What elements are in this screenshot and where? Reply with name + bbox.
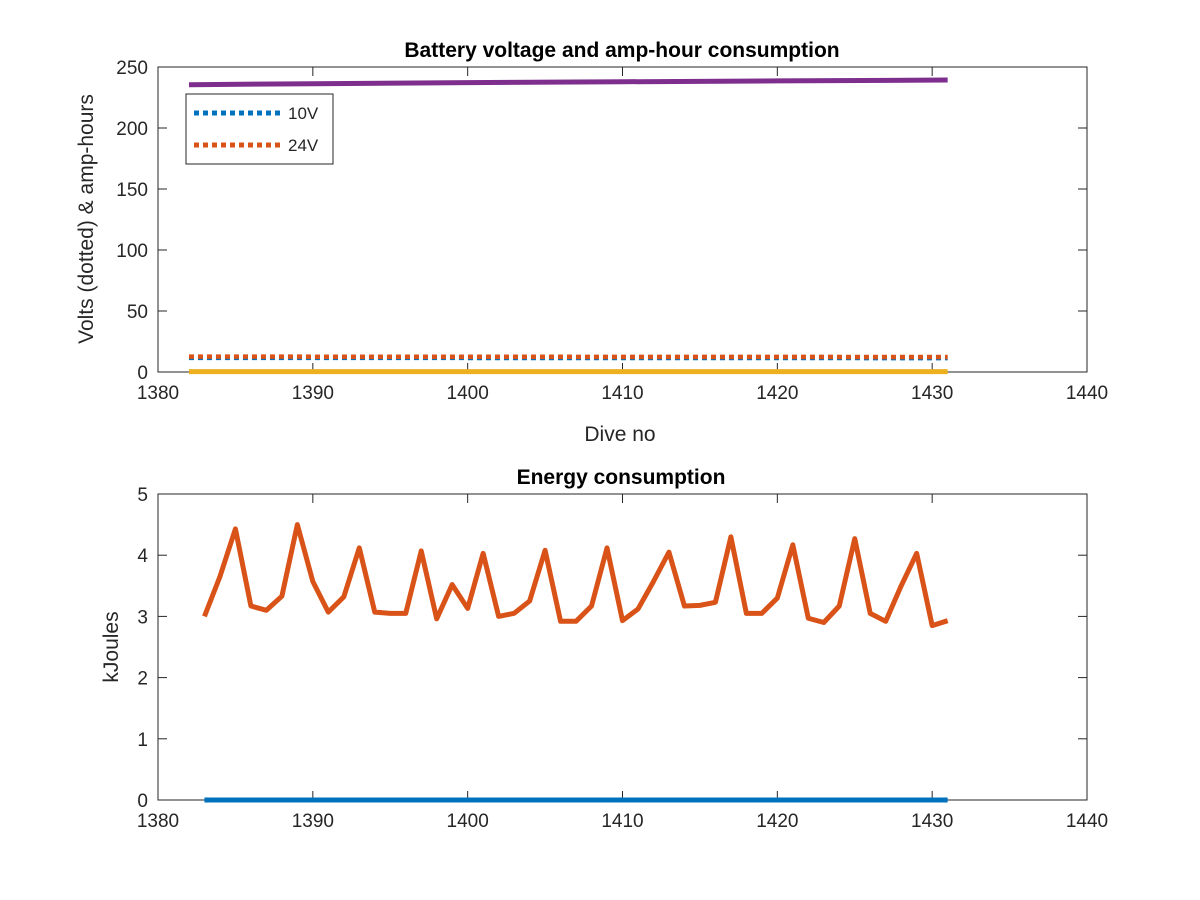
top-y-tick-label: 50 xyxy=(127,302,148,323)
top-y-axis-label: Volts (dotted) & amp-hours xyxy=(75,94,98,344)
bottom-plot-title: Energy consumption xyxy=(517,466,726,489)
legend-label-24v: 24V xyxy=(288,136,319,155)
top-ticks: 1380 1390 1400 1410 1420 1430 1440 0 50 100 150 200… xyxy=(116,58,1108,404)
top-axes: 1380 1390 1400 1410 1420 1430 1440 0 50 100 150 200… xyxy=(75,39,1108,446)
top-x-tick-label: 1430 xyxy=(911,383,953,404)
bottom-y-tick-label: 0 xyxy=(137,791,148,812)
bottom-y-tick-label: 1 xyxy=(137,730,148,751)
bottom-y-tick-label: 4 xyxy=(137,546,148,567)
top-x-tick-label: 1390 xyxy=(292,383,334,404)
bottom-y-tick-label: 3 xyxy=(137,607,148,628)
legend: 10V 24V xyxy=(185,93,334,165)
bottom-axes-box xyxy=(157,493,1088,801)
bottom-ticks: 1380 1390 1400 1410 1420 1430 1440 0 1 2 3 4 5 xyxy=(137,485,1108,832)
top-y-tick-label: 100 xyxy=(116,241,148,262)
bottom-y-tick-label: 5 xyxy=(137,485,148,506)
top-y-tick-label: 200 xyxy=(116,119,148,140)
bottom-x-tick-label: 1400 xyxy=(447,811,489,832)
bottom-y-axis-label: kJoules xyxy=(100,611,123,682)
top-plot-title: Battery voltage and amp-hour consumption xyxy=(404,39,839,62)
top-y-tick-label: 250 xyxy=(116,58,148,79)
top-y-tick-label: 0 xyxy=(137,363,148,384)
bottom-series-line-2 xyxy=(202,522,949,629)
bottom-x-tick-label: 1420 xyxy=(756,811,798,832)
top-x-tick-label: 1420 xyxy=(756,383,798,404)
top-y-tick-label: 150 xyxy=(116,180,148,201)
bottom-x-tick-label: 1390 xyxy=(292,811,334,832)
bottom-series-lines xyxy=(202,522,949,803)
bottom-axes: 1380 1390 1400 1410 1420 1430 1440 0 1 2 3 4 5 Energ… xyxy=(100,466,1108,832)
legend-box xyxy=(185,93,334,165)
top-x-tick-label: 1380 xyxy=(137,383,179,404)
legend-label-10v: 10V xyxy=(288,104,319,123)
top-series-line-4 xyxy=(188,77,948,88)
top-x-tick-label: 1440 xyxy=(1066,383,1108,404)
bottom-x-tick-label: 1380 xyxy=(137,811,179,832)
top-x-tick-label: 1410 xyxy=(601,383,643,404)
bottom-y-tick-label: 2 xyxy=(137,669,148,690)
bottom-x-tick-label: 1430 xyxy=(911,811,953,832)
bottom-x-tick-label: 1440 xyxy=(1066,811,1108,832)
bottom-x-tick-label: 1410 xyxy=(601,811,643,832)
top-x-tick-label: 1400 xyxy=(447,383,489,404)
top-x-axis-label: Dive no xyxy=(584,423,655,446)
top-series-lines xyxy=(188,77,948,375)
